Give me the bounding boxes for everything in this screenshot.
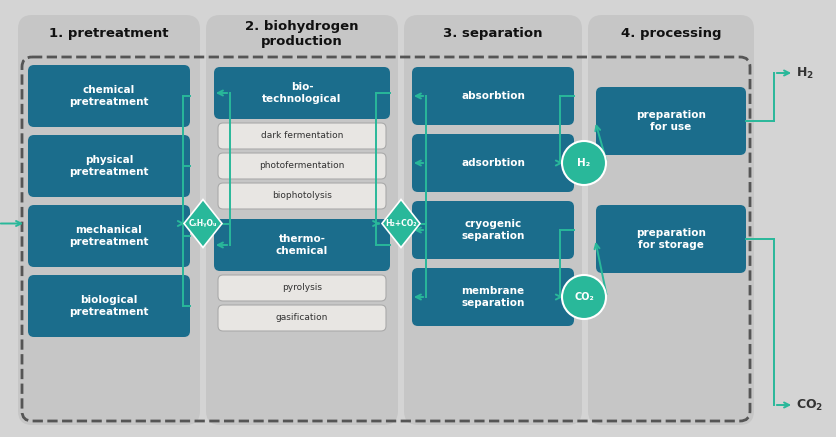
Text: H₂+CO₂: H₂+CO₂ (385, 219, 417, 228)
Text: membrane
separation: membrane separation (461, 286, 525, 308)
FancyBboxPatch shape (206, 15, 398, 425)
Text: $\mathbf{CO_2}$: $\mathbf{CO_2}$ (796, 397, 823, 413)
FancyBboxPatch shape (412, 67, 574, 125)
Text: biophotolysis: biophotolysis (272, 191, 332, 201)
FancyBboxPatch shape (404, 15, 582, 425)
FancyBboxPatch shape (18, 15, 200, 425)
FancyBboxPatch shape (412, 134, 574, 192)
FancyBboxPatch shape (596, 205, 746, 273)
FancyBboxPatch shape (214, 67, 390, 119)
Text: $\mathbf{H_2}$: $\mathbf{H_2}$ (796, 66, 814, 80)
FancyBboxPatch shape (588, 15, 754, 425)
Text: physical
pretreatment: physical pretreatment (69, 155, 149, 177)
FancyBboxPatch shape (218, 275, 386, 301)
Text: thermo-
chemical: thermo- chemical (276, 234, 328, 256)
Text: biomass
substrate: biomass substrate (0, 194, 1, 214)
FancyBboxPatch shape (412, 201, 574, 259)
FancyBboxPatch shape (218, 153, 386, 179)
Text: chemical
pretreatment: chemical pretreatment (69, 85, 149, 107)
Text: biological
pretreatment: biological pretreatment (69, 295, 149, 317)
Text: cryogenic
separation: cryogenic separation (461, 219, 525, 241)
Circle shape (562, 275, 606, 319)
FancyBboxPatch shape (218, 123, 386, 149)
Text: bio-
technological: bio- technological (263, 82, 342, 104)
Text: preparation
for storage: preparation for storage (636, 228, 706, 250)
FancyBboxPatch shape (412, 268, 574, 326)
Text: 1. pretreatment: 1. pretreatment (49, 28, 169, 41)
Text: dark fermentation: dark fermentation (261, 132, 344, 141)
Text: CO₂: CO₂ (574, 292, 594, 302)
FancyBboxPatch shape (28, 205, 190, 267)
Text: mechanical
pretreatment: mechanical pretreatment (69, 225, 149, 247)
Text: preparation
for use: preparation for use (636, 110, 706, 132)
FancyBboxPatch shape (28, 65, 190, 127)
FancyBboxPatch shape (214, 219, 390, 271)
Text: 3. separation: 3. separation (443, 28, 543, 41)
Text: CₓHᵧOᵤ: CₓHᵧOᵤ (189, 219, 217, 228)
Text: 2. biohydrogen
production: 2. biohydrogen production (245, 20, 359, 48)
Polygon shape (184, 200, 222, 247)
FancyBboxPatch shape (28, 275, 190, 337)
Polygon shape (382, 200, 420, 247)
FancyBboxPatch shape (218, 305, 386, 331)
Text: photofermentation: photofermentation (259, 162, 344, 170)
Text: adsorbtion: adsorbtion (461, 158, 525, 168)
Circle shape (562, 141, 606, 185)
Text: 4. processing: 4. processing (621, 28, 721, 41)
FancyBboxPatch shape (28, 135, 190, 197)
FancyBboxPatch shape (218, 183, 386, 209)
Text: H₂: H₂ (578, 158, 590, 168)
Text: gasification: gasification (276, 313, 329, 323)
Text: absorbtion: absorbtion (461, 91, 525, 101)
Text: pyrolysis: pyrolysis (282, 284, 322, 292)
FancyBboxPatch shape (596, 87, 746, 155)
